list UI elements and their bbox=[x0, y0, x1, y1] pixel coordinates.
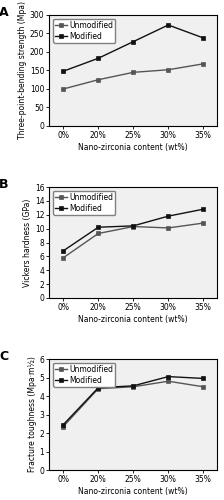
Unmodified bbox=[132, 384, 135, 390]
Modified bbox=[62, 422, 65, 428]
Line: Unmodified: Unmodified bbox=[61, 379, 206, 429]
Modified bbox=[167, 374, 170, 380]
Unmodified bbox=[97, 76, 100, 82]
Modified bbox=[97, 224, 100, 230]
Modified bbox=[132, 223, 135, 229]
Text: B: B bbox=[0, 178, 8, 191]
X-axis label: Nano-zirconia content (wt%): Nano-zirconia content (wt%) bbox=[78, 314, 188, 324]
Modified bbox=[167, 22, 170, 28]
Modified bbox=[62, 248, 65, 254]
Unmodified bbox=[202, 61, 205, 67]
Unmodified bbox=[167, 378, 170, 384]
Line: Unmodified: Unmodified bbox=[61, 62, 206, 92]
Modified bbox=[202, 206, 205, 212]
Line: Modified: Modified bbox=[61, 22, 206, 74]
Line: Modified: Modified bbox=[61, 207, 206, 254]
Unmodified bbox=[167, 225, 170, 231]
X-axis label: Nano-zirconia content (wt%): Nano-zirconia content (wt%) bbox=[78, 486, 188, 496]
Unmodified bbox=[97, 386, 100, 392]
Y-axis label: Vickers hardness (GPa): Vickers hardness (GPa) bbox=[23, 198, 32, 286]
Unmodified bbox=[62, 86, 65, 92]
Unmodified bbox=[202, 220, 205, 226]
Text: C: C bbox=[0, 350, 8, 363]
Legend: Unmodified, Modified: Unmodified, Modified bbox=[53, 191, 115, 215]
Modified bbox=[132, 383, 135, 389]
Unmodified bbox=[167, 66, 170, 72]
Y-axis label: Fracture toughness (Mpa·m½): Fracture toughness (Mpa·m½) bbox=[28, 356, 37, 472]
Line: Modified: Modified bbox=[61, 374, 206, 427]
Unmodified bbox=[62, 255, 65, 261]
Unmodified bbox=[97, 230, 100, 236]
Unmodified bbox=[132, 70, 135, 75]
Modified bbox=[167, 213, 170, 219]
Legend: Unmodified, Modified: Unmodified, Modified bbox=[53, 363, 115, 387]
Line: Unmodified: Unmodified bbox=[61, 220, 206, 260]
Modified bbox=[97, 384, 100, 390]
Modified bbox=[132, 38, 135, 44]
Modified bbox=[202, 35, 205, 41]
Unmodified bbox=[202, 384, 205, 390]
Unmodified bbox=[62, 424, 65, 430]
Text: A: A bbox=[0, 6, 9, 19]
Modified bbox=[62, 68, 65, 74]
Legend: Unmodified, Modified: Unmodified, Modified bbox=[53, 19, 115, 43]
X-axis label: Nano-zirconia content (wt%): Nano-zirconia content (wt%) bbox=[78, 142, 188, 152]
Modified bbox=[202, 376, 205, 382]
Y-axis label: Three-point-bending strength (Mpa): Three-point-bending strength (Mpa) bbox=[18, 2, 27, 140]
Modified bbox=[97, 56, 100, 62]
Unmodified bbox=[132, 224, 135, 230]
